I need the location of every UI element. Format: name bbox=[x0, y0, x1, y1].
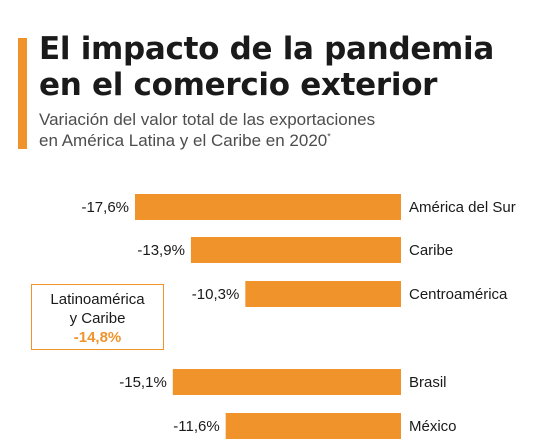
chart-subtitle: Variación del valor total de las exporta… bbox=[39, 109, 539, 151]
category-label: Caribe bbox=[409, 242, 453, 259]
bar-méxico bbox=[225, 413, 401, 439]
subtitle-line-1: Variación del valor total de las exporta… bbox=[39, 110, 376, 129]
bar-centroamérica bbox=[245, 281, 401, 307]
bar-brasil bbox=[172, 369, 401, 395]
summary-label-line-2: y Caribe bbox=[69, 310, 126, 327]
bar-américa-del-sur bbox=[135, 194, 401, 220]
value-label: -13,9% bbox=[137, 242, 185, 259]
category-label: América del Sur bbox=[409, 199, 516, 216]
footnote-marker: * bbox=[327, 131, 331, 142]
title-accent-bar bbox=[18, 38, 27, 149]
summary-label-line-1: Latinoamérica bbox=[50, 291, 145, 308]
category-label: Centroamérica bbox=[409, 286, 508, 303]
title-line-2: en el comercio exterior bbox=[39, 67, 438, 103]
value-label: -17,6% bbox=[81, 199, 129, 216]
value-label: -10,3% bbox=[192, 286, 240, 303]
title-line-1: El impacto de la pandemia bbox=[39, 31, 495, 67]
subtitle-line-2-text: en América Latina y el Caribe en 2020 bbox=[39, 131, 328, 150]
category-label: Brasil bbox=[409, 374, 447, 391]
summary-value: -14,8% bbox=[73, 329, 122, 346]
bar-caribe bbox=[190, 237, 401, 263]
subtitle-line-2: en América Latina y el Caribe en 2020* bbox=[39, 130, 539, 151]
category-label: México bbox=[409, 418, 457, 435]
value-label: -11,6% bbox=[173, 418, 219, 435]
value-label: -15,1% bbox=[119, 374, 167, 391]
regional-summary-box: Latinoamérica y Caribe -14,8% bbox=[31, 284, 164, 350]
chart-title: El impacto de la pandemia en el comercio… bbox=[39, 31, 539, 103]
